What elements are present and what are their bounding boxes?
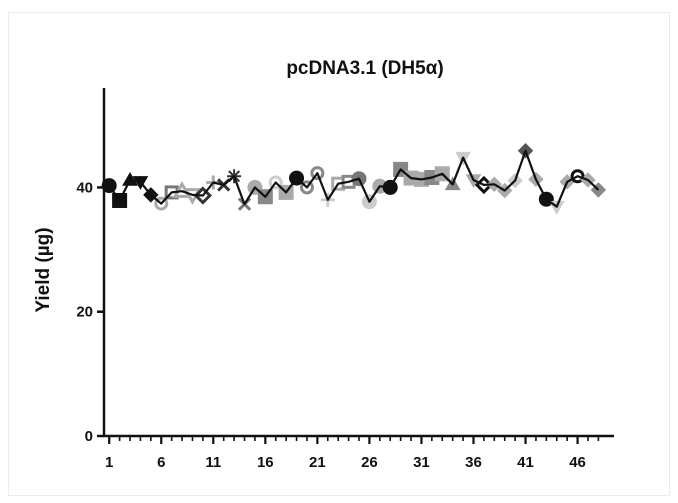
chart-frame — [8, 12, 670, 496]
y-axis-label: Yield (µg) — [33, 227, 54, 312]
x-tick-label: 16 — [257, 454, 274, 471]
x-tick-label: 21 — [309, 454, 326, 471]
data-markers — [101, 143, 607, 215]
x-tick-label: 6 — [157, 454, 165, 471]
x-tick-label: 41 — [517, 454, 534, 471]
x-tick-label: 46 — [569, 454, 586, 471]
x-tick-label: 26 — [361, 454, 378, 471]
y-tick-label: 0 — [85, 428, 93, 445]
x-tick-label: 1 — [105, 454, 113, 471]
series-line — [108, 149, 600, 208]
y-tick-label: 20 — [76, 304, 93, 321]
y-tick-label: 40 — [76, 179, 93, 196]
x-tick-label: 31 — [413, 454, 430, 471]
x-tick-label: 36 — [465, 454, 482, 471]
chart-title: pcDNA3.1 (DH5α) — [286, 58, 443, 79]
series-line-group — [108, 149, 600, 208]
x-tick-label: 11 — [205, 454, 221, 471]
data-point — [101, 178, 117, 194]
